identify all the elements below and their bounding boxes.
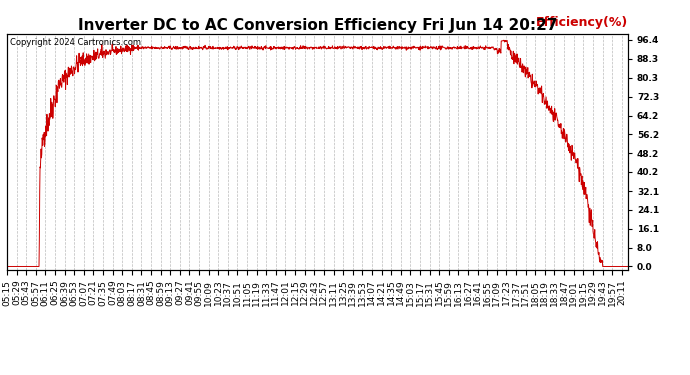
Text: Copyright 2024 Cartronics.com: Copyright 2024 Cartronics.com [10, 39, 141, 48]
Text: Efficiency(%): Efficiency(%) [535, 16, 628, 29]
Title: Inverter DC to AC Conversion Efficiency Fri Jun 14 20:27: Inverter DC to AC Conversion Efficiency … [78, 18, 557, 33]
